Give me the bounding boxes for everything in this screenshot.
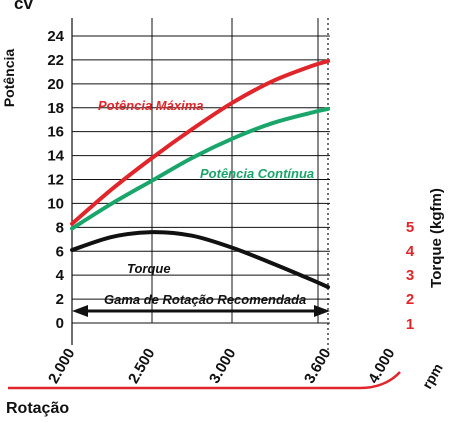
range-arrow-head-left — [72, 305, 88, 318]
x-tick-label: 3.000 — [206, 346, 239, 387]
y-tick-label: 0 — [56, 315, 64, 332]
y2-tick-label: 2 — [406, 291, 414, 308]
y-tick-label: 16 — [47, 124, 64, 141]
y2-tick-label: 1 — [406, 316, 414, 333]
x-unit-label: rpm — [419, 361, 446, 392]
y-tick-label: 8 — [56, 219, 64, 236]
y-tick-label: 14 — [47, 148, 64, 165]
y-axis-title: Potência — [1, 49, 17, 108]
y2-tick-label: 3 — [406, 267, 414, 284]
x-tick-label: 3.600 — [301, 346, 334, 387]
label-potencia-continua: Potência Contínua — [200, 166, 314, 181]
x-tick-label: 2.500 — [125, 346, 158, 387]
y2-tick-label: 4 — [406, 243, 415, 260]
series-line-torque — [70, 230, 330, 290]
label-gama-rotacao: Gama de Rotação Recomendada — [104, 292, 306, 307]
y-tick-label: 6 — [56, 243, 64, 260]
y-tick-label: 24 — [47, 28, 64, 45]
y2-tick-label: 5 — [406, 219, 414, 236]
y-tick-label: 20 — [47, 76, 64, 93]
y-tick-label: 10 — [47, 195, 64, 212]
y-unit-label: cv — [14, 0, 33, 13]
x-axis-title: Rotação — [6, 400, 69, 417]
y-tick-label: 4 — [56, 267, 65, 284]
y-tick-label: 2 — [56, 291, 64, 308]
x-tick-label: 2.000 — [45, 346, 78, 387]
rotation-sweep-line — [8, 371, 401, 390]
range-arrow-head-right — [314, 305, 330, 318]
y2-axis-title: Torque (kgfm) — [428, 188, 445, 288]
y-tick-label: 12 — [47, 172, 64, 189]
label-torque: Torque — [127, 261, 171, 276]
y-tick-label: 22 — [47, 52, 64, 69]
y-tick-label: 18 — [47, 100, 64, 117]
y2-tick-labels: 1 2 3 4 5 — [406, 219, 415, 333]
series-lines — [70, 59, 330, 290]
recommended-range-arrow — [72, 305, 330, 318]
label-potencia-maxima: Potência Máxima — [98, 98, 204, 113]
series-line-pot-ncia-m-xima — [70, 59, 330, 226]
series-line-pot-ncia-cont-nua — [70, 106, 330, 231]
x-tick-label: 4.000 — [365, 346, 398, 387]
x-tick-labels: 2.000 2.500 3.000 3.600 4.000 — [45, 346, 398, 387]
